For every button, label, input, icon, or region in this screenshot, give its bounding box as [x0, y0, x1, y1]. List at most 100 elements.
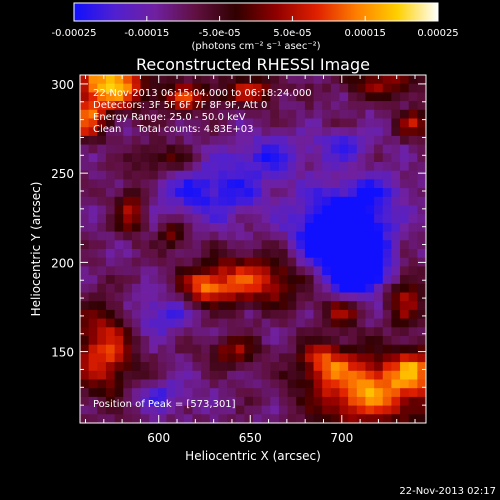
- heatmap-cell: [339, 370, 349, 381]
- heatmap-cell: [278, 222, 289, 233]
- heatmap-cell: [140, 196, 150, 207]
- heatmap-cell: [166, 127, 176, 137]
- heatmap-cell: [166, 231, 176, 241]
- heatmap-cell: [97, 336, 107, 346]
- heatmap-cell: [227, 222, 237, 233]
- heatmap-cell: [322, 75, 332, 85]
- heatmap-cell: [348, 170, 358, 180]
- heatmap-cell: [400, 309, 410, 320]
- heatmap-cell: [400, 327, 410, 337]
- heatmap-cell: [175, 336, 185, 346]
- heatmap-cell: [114, 196, 124, 207]
- heatmap-cell: [88, 118, 98, 128]
- heatmap-cell: [270, 83, 280, 93]
- heatmap-cell: [339, 135, 349, 146]
- heatmap-cell: [105, 353, 116, 363]
- heatmap-cell: [97, 75, 107, 85]
- heatmap-cell: [348, 75, 358, 85]
- heatmap-cell: [391, 362, 401, 372]
- heatmap-cell: [400, 240, 410, 250]
- heatmap-cell: [201, 388, 211, 398]
- heatmap-cell: [322, 92, 332, 102]
- heatmap-cell: [114, 127, 124, 137]
- heatmap-cell: [322, 179, 332, 189]
- heatmap-cell: [374, 75, 384, 85]
- heatmap-cell: [356, 275, 367, 285]
- heatmap-cell: [235, 127, 245, 137]
- heatmap-cell: [157, 327, 168, 337]
- heatmap-cell: [391, 336, 401, 346]
- heatmap-cell: [140, 188, 150, 198]
- heatmap-cell: [382, 283, 392, 294]
- heatmap-cell: [348, 292, 358, 302]
- heatmap-cell: [227, 292, 237, 302]
- heatmap-cell: [209, 318, 219, 328]
- heatmap-cell: [201, 231, 211, 241]
- heatmap-cell: [296, 292, 306, 302]
- heatmap-cell: [235, 249, 245, 259]
- heatmap-cell: [183, 144, 194, 154]
- heatmap-cell: [417, 292, 426, 302]
- heatmap-cell: [417, 318, 426, 328]
- heatmap-cell: [348, 179, 358, 189]
- heatmap-cell: [330, 170, 341, 180]
- heatmap-cell: [114, 179, 124, 189]
- heatmap-cell: [374, 162, 384, 172]
- heatmap-cell: [391, 144, 401, 154]
- heatmap-cell: [140, 75, 150, 85]
- heatmap-cell: [304, 257, 315, 267]
- heatmap-cell: [149, 231, 159, 241]
- heatmap-cell: [365, 318, 375, 328]
- heatmap-cell: [374, 283, 384, 294]
- heatmap-cell: [253, 162, 263, 172]
- heatmap-cell: [296, 101, 306, 111]
- heatmap-cell: [201, 101, 211, 111]
- heatmap-cell: [235, 301, 245, 311]
- heatmap-cell: [149, 75, 159, 85]
- heatmap-cell: [382, 388, 392, 398]
- heatmap-cell: [382, 92, 392, 102]
- heatmap-cell: [175, 309, 185, 320]
- heatmap-cell: [123, 292, 133, 302]
- heatmap-cell: [400, 75, 410, 85]
- heatmap-cell: [227, 414, 237, 423]
- heatmap-cell: [97, 379, 107, 389]
- heatmap-cell: [105, 196, 116, 207]
- heatmap-cell: [114, 301, 124, 311]
- heatmap-cell: [417, 266, 426, 276]
- heatmap-cell: [227, 327, 237, 337]
- heatmap-cell: [330, 301, 341, 311]
- heatmap-cell: [270, 327, 280, 337]
- heatmap-cell: [313, 309, 323, 320]
- heatmap-cell: [80, 196, 90, 207]
- heatmap-cell: [131, 362, 142, 372]
- heatmap-cell: [235, 327, 245, 337]
- heatmap-cell: [227, 118, 237, 128]
- heatmap-cell: [175, 83, 185, 93]
- heatmap-cell: [322, 214, 332, 224]
- heatmap-cell: [105, 162, 116, 172]
- heatmap-cell: [382, 275, 392, 285]
- heatmap-cell: [304, 179, 315, 189]
- heatmap-cell: [374, 222, 384, 233]
- heatmap-cell: [330, 153, 341, 163]
- heatmap-cell: [313, 179, 323, 189]
- heatmap-cell: [374, 135, 384, 146]
- heatmap-cell: [322, 309, 332, 320]
- heatmap-cell: [97, 283, 107, 294]
- heatmap-cell: [235, 153, 245, 163]
- heatmap-cell: [382, 249, 392, 259]
- heatmap-cell: [131, 275, 142, 285]
- heatmap-cell: [339, 344, 349, 354]
- heatmap-cell: [382, 370, 392, 381]
- heatmap-cell: [218, 101, 228, 111]
- heatmap-cell: [157, 318, 168, 328]
- heatmap-cell: [131, 414, 142, 423]
- heatmap-cell: [235, 353, 245, 363]
- heatmap-cell: [374, 405, 384, 415]
- heatmap-cell: [391, 379, 401, 389]
- heatmap-cell: [296, 170, 306, 180]
- heatmap-cell: [391, 249, 401, 259]
- heatmap-cell: [296, 344, 306, 354]
- heatmap-cell: [374, 144, 384, 154]
